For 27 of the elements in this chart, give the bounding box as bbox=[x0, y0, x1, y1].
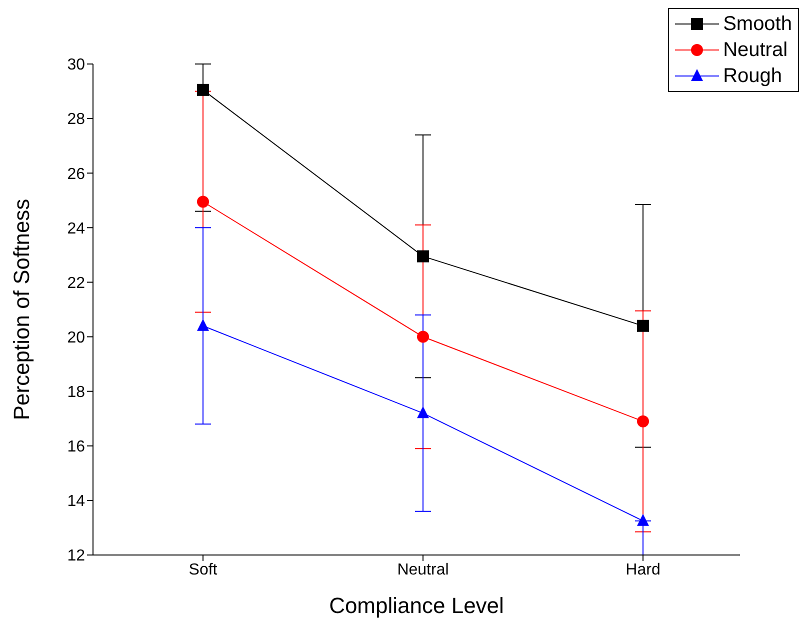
legend-label: Smooth bbox=[723, 12, 792, 36]
y-tick-label: 16 bbox=[67, 438, 86, 456]
y-tick-label: 28 bbox=[67, 111, 86, 128]
point bbox=[417, 250, 429, 262]
y-tick-label: 14 bbox=[67, 493, 86, 510]
x-axis-title: Compliance Level bbox=[329, 593, 504, 618]
y-tick-label: 22 bbox=[67, 274, 86, 292]
x-tick-label: Hard bbox=[626, 561, 660, 578]
y-tick-label: 24 bbox=[67, 220, 86, 238]
y-tick-label: 26 bbox=[67, 166, 86, 183]
point bbox=[417, 330, 429, 343]
y-tick-label: 12 bbox=[67, 548, 86, 565]
x-tick-label: Neutral bbox=[397, 561, 449, 578]
y-tick-label: 18 bbox=[67, 384, 86, 402]
point bbox=[637, 514, 649, 526]
point bbox=[197, 318, 209, 331]
x-tick-label: Soft bbox=[188, 561, 218, 578]
y-tick-label: 30 bbox=[67, 56, 86, 74]
point bbox=[417, 406, 429, 418]
point bbox=[197, 84, 209, 96]
legend-label: Neutral bbox=[723, 38, 788, 62]
point bbox=[637, 320, 649, 332]
y-tick-label: 20 bbox=[67, 329, 86, 346]
point bbox=[637, 415, 649, 428]
point bbox=[197, 196, 209, 208]
legend-label: Rough bbox=[723, 64, 782, 88]
y-axis-title: Perception of Softness bbox=[8, 198, 34, 420]
